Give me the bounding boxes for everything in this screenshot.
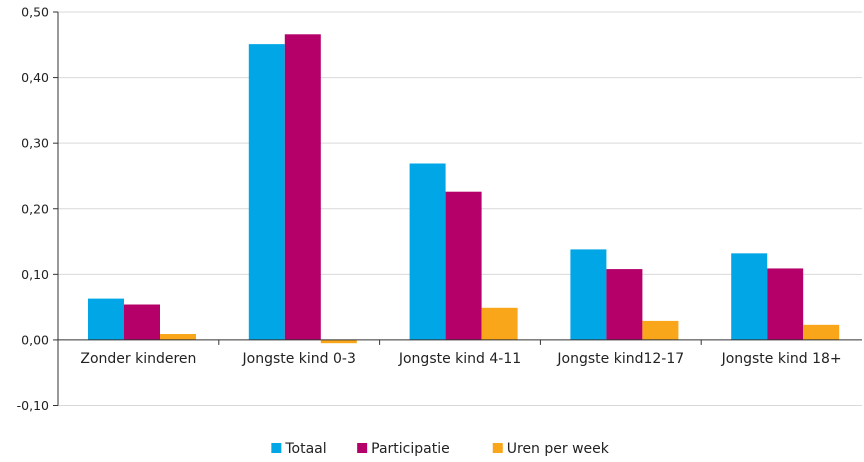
x-tick-label: Zonder kinderen <box>80 351 196 367</box>
bar <box>606 269 643 340</box>
bar <box>642 320 679 340</box>
y-tick-label: 0,10 <box>21 267 49 282</box>
y-tick-label: 0,40 <box>21 70 49 85</box>
bar <box>124 304 160 340</box>
legend: Totaal Participatie Uren per week <box>271 441 610 457</box>
legend-label: Participatie <box>371 441 450 457</box>
legend-label: Uren per week <box>507 441 610 457</box>
bar <box>248 44 285 340</box>
x-tick-label: Jongste kind 0-3 <box>242 351 356 367</box>
bar <box>88 298 124 340</box>
y-tick-label: 0,30 <box>21 136 49 151</box>
bar <box>445 191 482 340</box>
legend-swatch <box>357 443 368 453</box>
bar <box>320 339 357 344</box>
x-tick-label: Jongste kind12-17 <box>556 351 684 367</box>
bar <box>481 307 518 340</box>
bar <box>731 253 768 340</box>
y-tick-label: 0,00 <box>21 332 49 347</box>
bar <box>409 163 446 340</box>
x-tick-label: Jongste kind 4-11 <box>398 351 521 367</box>
bar <box>803 324 840 340</box>
x-tick-label: Jongste kind 18+ <box>721 351 842 367</box>
y-tick-label: 0,20 <box>21 201 49 216</box>
x-axis: Zonder kinderen Jongste kind 0-3 Jongste k… <box>58 339 862 367</box>
bar <box>160 334 196 340</box>
bars <box>88 34 840 344</box>
y-axis: -0,10 0,00 0,10 0,20 0,30 0,40 0,50 <box>17 5 59 413</box>
bar <box>570 249 607 340</box>
bar <box>767 268 804 340</box>
bar <box>284 34 321 340</box>
legend-swatch <box>271 443 282 453</box>
y-tick-label: -0,10 <box>17 398 49 413</box>
legend-swatch <box>492 443 503 453</box>
y-tick-label: 0,50 <box>21 5 49 20</box>
legend-label: Totaal <box>284 441 326 457</box>
